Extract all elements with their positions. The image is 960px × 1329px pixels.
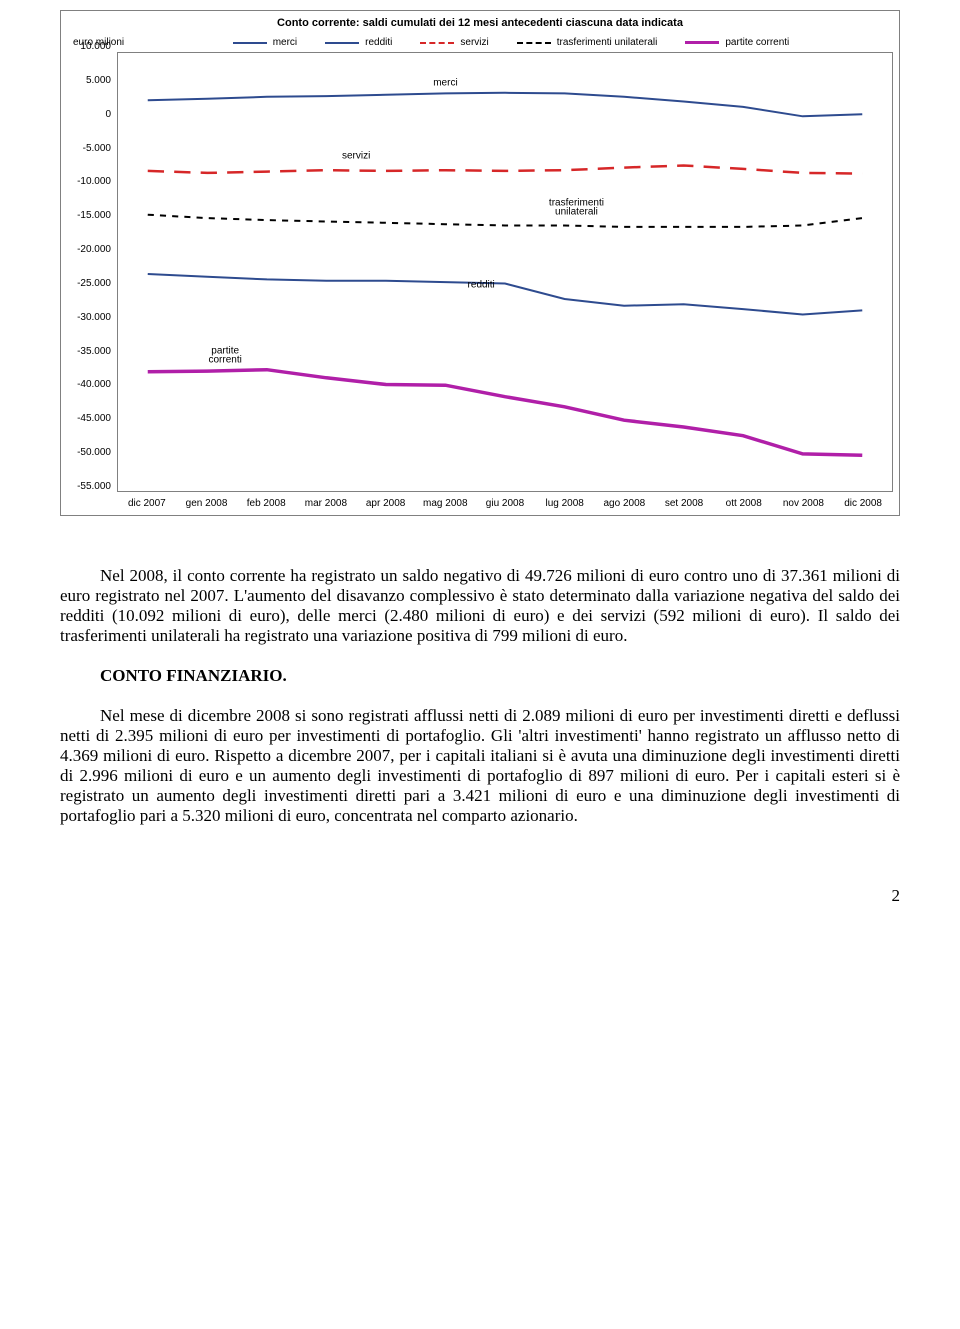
legend-label: servizi: [460, 37, 488, 48]
series-label-trasferimenti: unilaterali: [555, 207, 598, 218]
legend-merci: merci: [233, 37, 297, 48]
page-number: 2: [60, 886, 900, 906]
x-tick: nov 2008: [774, 498, 834, 509]
x-tick: ago 2008: [595, 498, 655, 509]
chart-title: Conto corrente: saldi cumulati dei 12 me…: [67, 17, 893, 29]
legend-label: merci: [273, 37, 297, 48]
paragraph-1: Nel 2008, il conto corrente ha registrat…: [60, 566, 900, 646]
x-tick: feb 2008: [236, 498, 296, 509]
series-label-redditi: redditi: [468, 280, 495, 291]
x-tick: lug 2008: [535, 498, 595, 509]
x-tick: apr 2008: [356, 498, 416, 509]
y-axis: 10.0005.0000-5.000-10.000-15.000-20.000-…: [67, 52, 117, 492]
chart-legend: merci redditi servizi trasferimenti unil…: [129, 37, 893, 48]
series-label-merci: merci: [433, 77, 457, 88]
legend-partite: partite correnti: [685, 37, 789, 48]
x-tick: set 2008: [654, 498, 714, 509]
series-label-partite: correnti: [208, 355, 241, 366]
chart-container: Conto corrente: saldi cumulati dei 12 me…: [60, 10, 900, 516]
x-tick: giu 2008: [475, 498, 535, 509]
x-tick: dic 2008: [833, 498, 893, 509]
x-tick: gen 2008: [177, 498, 237, 509]
paragraph-2: Nel mese di dicembre 2008 si sono regist…: [60, 706, 900, 826]
legend-label: partite correnti: [725, 37, 789, 48]
series-label-servizi: servizi: [342, 151, 370, 162]
x-axis: dic 2007gen 2008feb 2008mar 2008apr 2008…: [117, 498, 893, 509]
legend-redditi: redditi: [325, 37, 392, 48]
legend-servizi: servizi: [420, 37, 488, 48]
plot-area: merciservizitrasferimentiunilateraliredd…: [117, 52, 893, 492]
legend-trasferimenti: trasferimenti unilaterali: [517, 37, 658, 48]
section-heading: CONTO FINANZIARIO.: [60, 666, 900, 686]
x-tick: ott 2008: [714, 498, 774, 509]
x-tick: mar 2008: [296, 498, 356, 509]
x-tick: dic 2007: [117, 498, 177, 509]
x-tick: mag 2008: [415, 498, 475, 509]
legend-label: redditi: [365, 37, 392, 48]
legend-label: trasferimenti unilaterali: [557, 37, 658, 48]
